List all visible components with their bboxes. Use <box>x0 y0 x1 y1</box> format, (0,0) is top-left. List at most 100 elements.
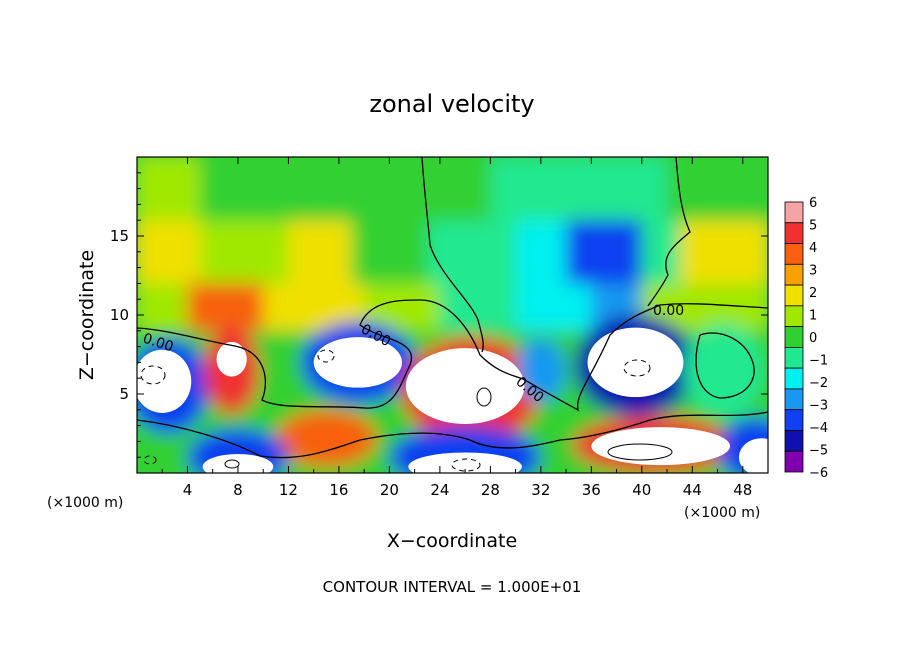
colorbar-label-11: −5 <box>809 444 828 459</box>
x-tick-label-4: 20 <box>380 481 399 499</box>
zero-contour-right-loop <box>695 332 755 399</box>
saturated-region-2 <box>313 337 403 388</box>
x-unit-right: (×1000 m) <box>684 505 760 521</box>
colorbar-swatch-2 <box>784 243 804 265</box>
zero-contours <box>137 157 768 459</box>
field-cell-12 <box>515 220 567 284</box>
colorbar-label-10: −4 <box>809 421 828 436</box>
x-tick-label-2: 12 <box>279 481 298 499</box>
colorbar-swatch-12 <box>784 450 804 473</box>
dashed-contour-5 <box>143 455 157 465</box>
colorbar-label-8: −2 <box>809 376 828 391</box>
field-cell-2 <box>288 157 415 221</box>
colorbar-swatch-5 <box>784 305 804 328</box>
field-cell-6 <box>667 157 768 221</box>
contour-interval-footer: CONTOUR INTERVAL = 1.000E+01 <box>323 578 582 596</box>
saturated-region-6 <box>202 454 274 473</box>
colorbar-swatch-6 <box>784 326 804 348</box>
zero-contour-lower <box>137 411 768 459</box>
colorbar-label-1: 5 <box>809 219 817 234</box>
zero-contour-vertical-right <box>647 157 691 307</box>
x-tick-label-10: 44 <box>683 481 702 499</box>
saturated-region-1 <box>216 341 247 377</box>
zero-contour-upper <box>137 299 768 412</box>
saturated-regions <box>137 327 768 473</box>
colorbar-label-6: 0 <box>809 331 817 346</box>
field-cell-13 <box>566 220 642 284</box>
colorbar-label-0: 6 <box>809 196 817 211</box>
field-cell-9 <box>288 220 352 284</box>
x-tick-label-6: 28 <box>481 481 500 499</box>
solid-contour-3 <box>224 459 240 469</box>
x-tick-label-8: 36 <box>582 481 601 499</box>
zero-contour-vertical-left <box>421 157 484 353</box>
colorbar-swatch-9 <box>784 388 804 411</box>
field-cell-15 <box>679 220 768 284</box>
colorbar-swatch-10 <box>784 409 804 431</box>
colorbar-swatch-4 <box>784 284 804 307</box>
x-tick-label-11: 48 <box>733 481 752 499</box>
field-cell-21 <box>515 283 592 331</box>
colorbar-label-5: 1 <box>809 309 817 324</box>
plot-area: 0.00 0.00 0.00 0.00 <box>137 157 768 473</box>
colorbar-label-3: 3 <box>809 264 817 279</box>
saturated-region-8 <box>738 438 768 473</box>
field-blob-7 <box>275 409 377 467</box>
colorbar-swatch-8 <box>784 367 804 390</box>
colorbar-swatch-0 <box>784 201 804 224</box>
colorbar-swatch-11 <box>784 430 804 452</box>
field-cell-1 <box>200 157 289 221</box>
y-tick-label-2: 15 <box>110 227 129 245</box>
y-tick-label-1: 10 <box>110 306 129 324</box>
colorbar-label-7: −1 <box>809 354 828 369</box>
field-cell-20 <box>439 283 516 331</box>
y-axis-ticks: 5 10 15 <box>110 172 768 458</box>
field-cell-3 <box>414 157 491 221</box>
dashed-contour-4 <box>451 458 481 472</box>
y-axis-label: Z−coordinate <box>76 250 98 380</box>
colorbar-label-4: 2 <box>809 286 817 301</box>
colorbar-label-9: −3 <box>809 399 828 414</box>
x-tick-label-0: 4 <box>183 481 193 499</box>
solid-contour-2 <box>607 443 673 461</box>
x-tick-label-7: 32 <box>531 481 550 499</box>
saturated-region-0 <box>137 349 192 413</box>
x-tick-label-3: 16 <box>329 481 348 499</box>
field-cell-0 <box>137 157 201 221</box>
dashed-contour-2 <box>317 349 335 363</box>
dashed-contour-3 <box>623 359 651 377</box>
colorbar-label-12: −6 <box>809 466 828 481</box>
field-cell-17 <box>187 283 264 331</box>
field-cell-8 <box>200 220 289 284</box>
y-tick-label-0: 5 <box>119 385 129 403</box>
field-cell-10 <box>351 220 428 284</box>
field-cell-5 <box>566 157 668 221</box>
colorbar-swatch-1 <box>784 222 804 244</box>
field-cell-7 <box>137 220 201 284</box>
field-blob-4 <box>515 338 567 402</box>
positive-contours <box>224 387 673 469</box>
colorbar: 6 5 4 3 2 1 0 −1 −2 −3 −4 −5 −6 <box>784 196 828 481</box>
x-tick-label-5: 24 <box>430 481 449 499</box>
colorbar-swatch-3 <box>784 263 804 286</box>
solid-contour-1 <box>476 387 492 407</box>
field-cell-16 <box>137 283 188 331</box>
saturated-region-3 <box>405 348 525 425</box>
dashed-contour-1 <box>140 365 166 385</box>
field-cell-4 <box>490 157 567 221</box>
field-cell-14 <box>641 220 680 284</box>
colorbar-swatch-7 <box>784 346 804 369</box>
field-blob-6 <box>683 322 765 418</box>
x-tick-label-9: 40 <box>632 481 651 499</box>
saturated-region-4 <box>587 327 684 398</box>
colorbar-label-2: 4 <box>809 241 817 256</box>
chart-title: zonal velocity <box>369 90 534 118</box>
x-axis-label: X−coordinate <box>387 530 517 552</box>
contour-label-4: 0.00 <box>653 303 684 319</box>
field-cell-11 <box>427 220 516 284</box>
negative-contours <box>140 349 651 472</box>
saturated-region-7 <box>408 452 522 473</box>
x-tick-label-1: 8 <box>233 481 243 499</box>
x-axis-ticks: 4 8 12 16 20 24 28 32 36 40 44 48 <box>161 157 752 499</box>
